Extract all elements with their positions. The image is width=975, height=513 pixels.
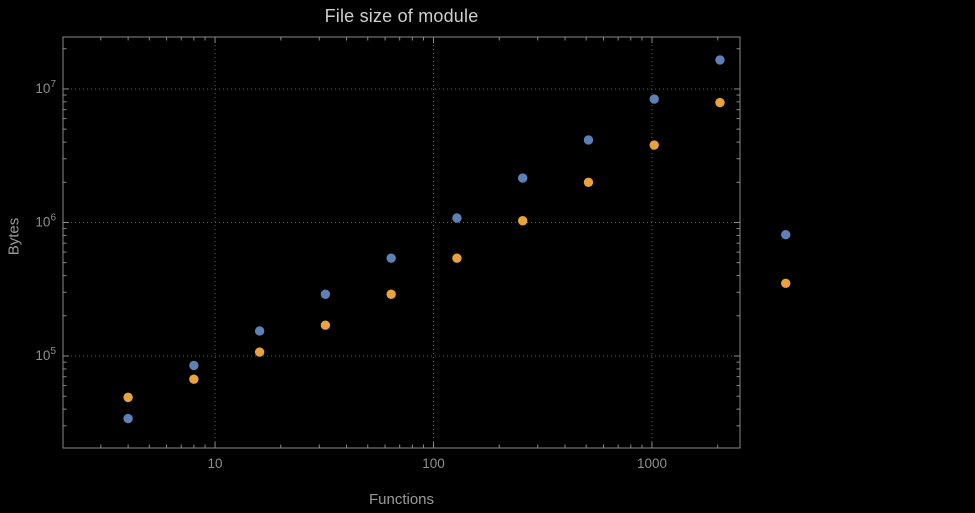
- y-tick-label: 106: [35, 212, 56, 229]
- data-point-blue: [254, 326, 265, 336]
- chart-title: File size of module: [324, 6, 479, 26]
- data-point-blue: [649, 94, 659, 104]
- data-point-orange: [254, 347, 265, 357]
- data-point-blue: [189, 360, 199, 371]
- data-point-blue: [781, 229, 791, 240]
- x-tick-label: 100: [422, 456, 445, 471]
- data-point-orange: [715, 97, 725, 108]
- x-axis-label: Functions: [368, 491, 435, 508]
- data-point-blue: [715, 55, 725, 65]
- y-axis-label: Bytes: [5, 217, 23, 256]
- x-tick-label: 1000: [637, 456, 667, 471]
- data-point-blue: [386, 253, 396, 263]
- data-point-orange: [452, 253, 462, 263]
- data-point-orange: [320, 320, 331, 330]
- data-point-blue: [583, 135, 594, 145]
- data-point-blue: [452, 213, 462, 223]
- x-tick-label: 10: [208, 456, 223, 471]
- data-point-orange: [386, 289, 396, 299]
- data-point-blue: [320, 289, 331, 299]
- data-point-orange: [781, 278, 791, 289]
- y-tick-label: 107: [35, 79, 56, 96]
- y-tick-label: 105: [35, 346, 56, 363]
- data-point-orange: [583, 177, 594, 187]
- data-point-blue: [517, 173, 528, 183]
- data-point-orange: [649, 140, 659, 150]
- data-point-orange: [123, 392, 133, 403]
- data-point-blue: [123, 413, 133, 424]
- data-point-orange: [189, 374, 199, 384]
- data-point-orange: [517, 216, 528, 226]
- plot-frame: [62, 36, 741, 449]
